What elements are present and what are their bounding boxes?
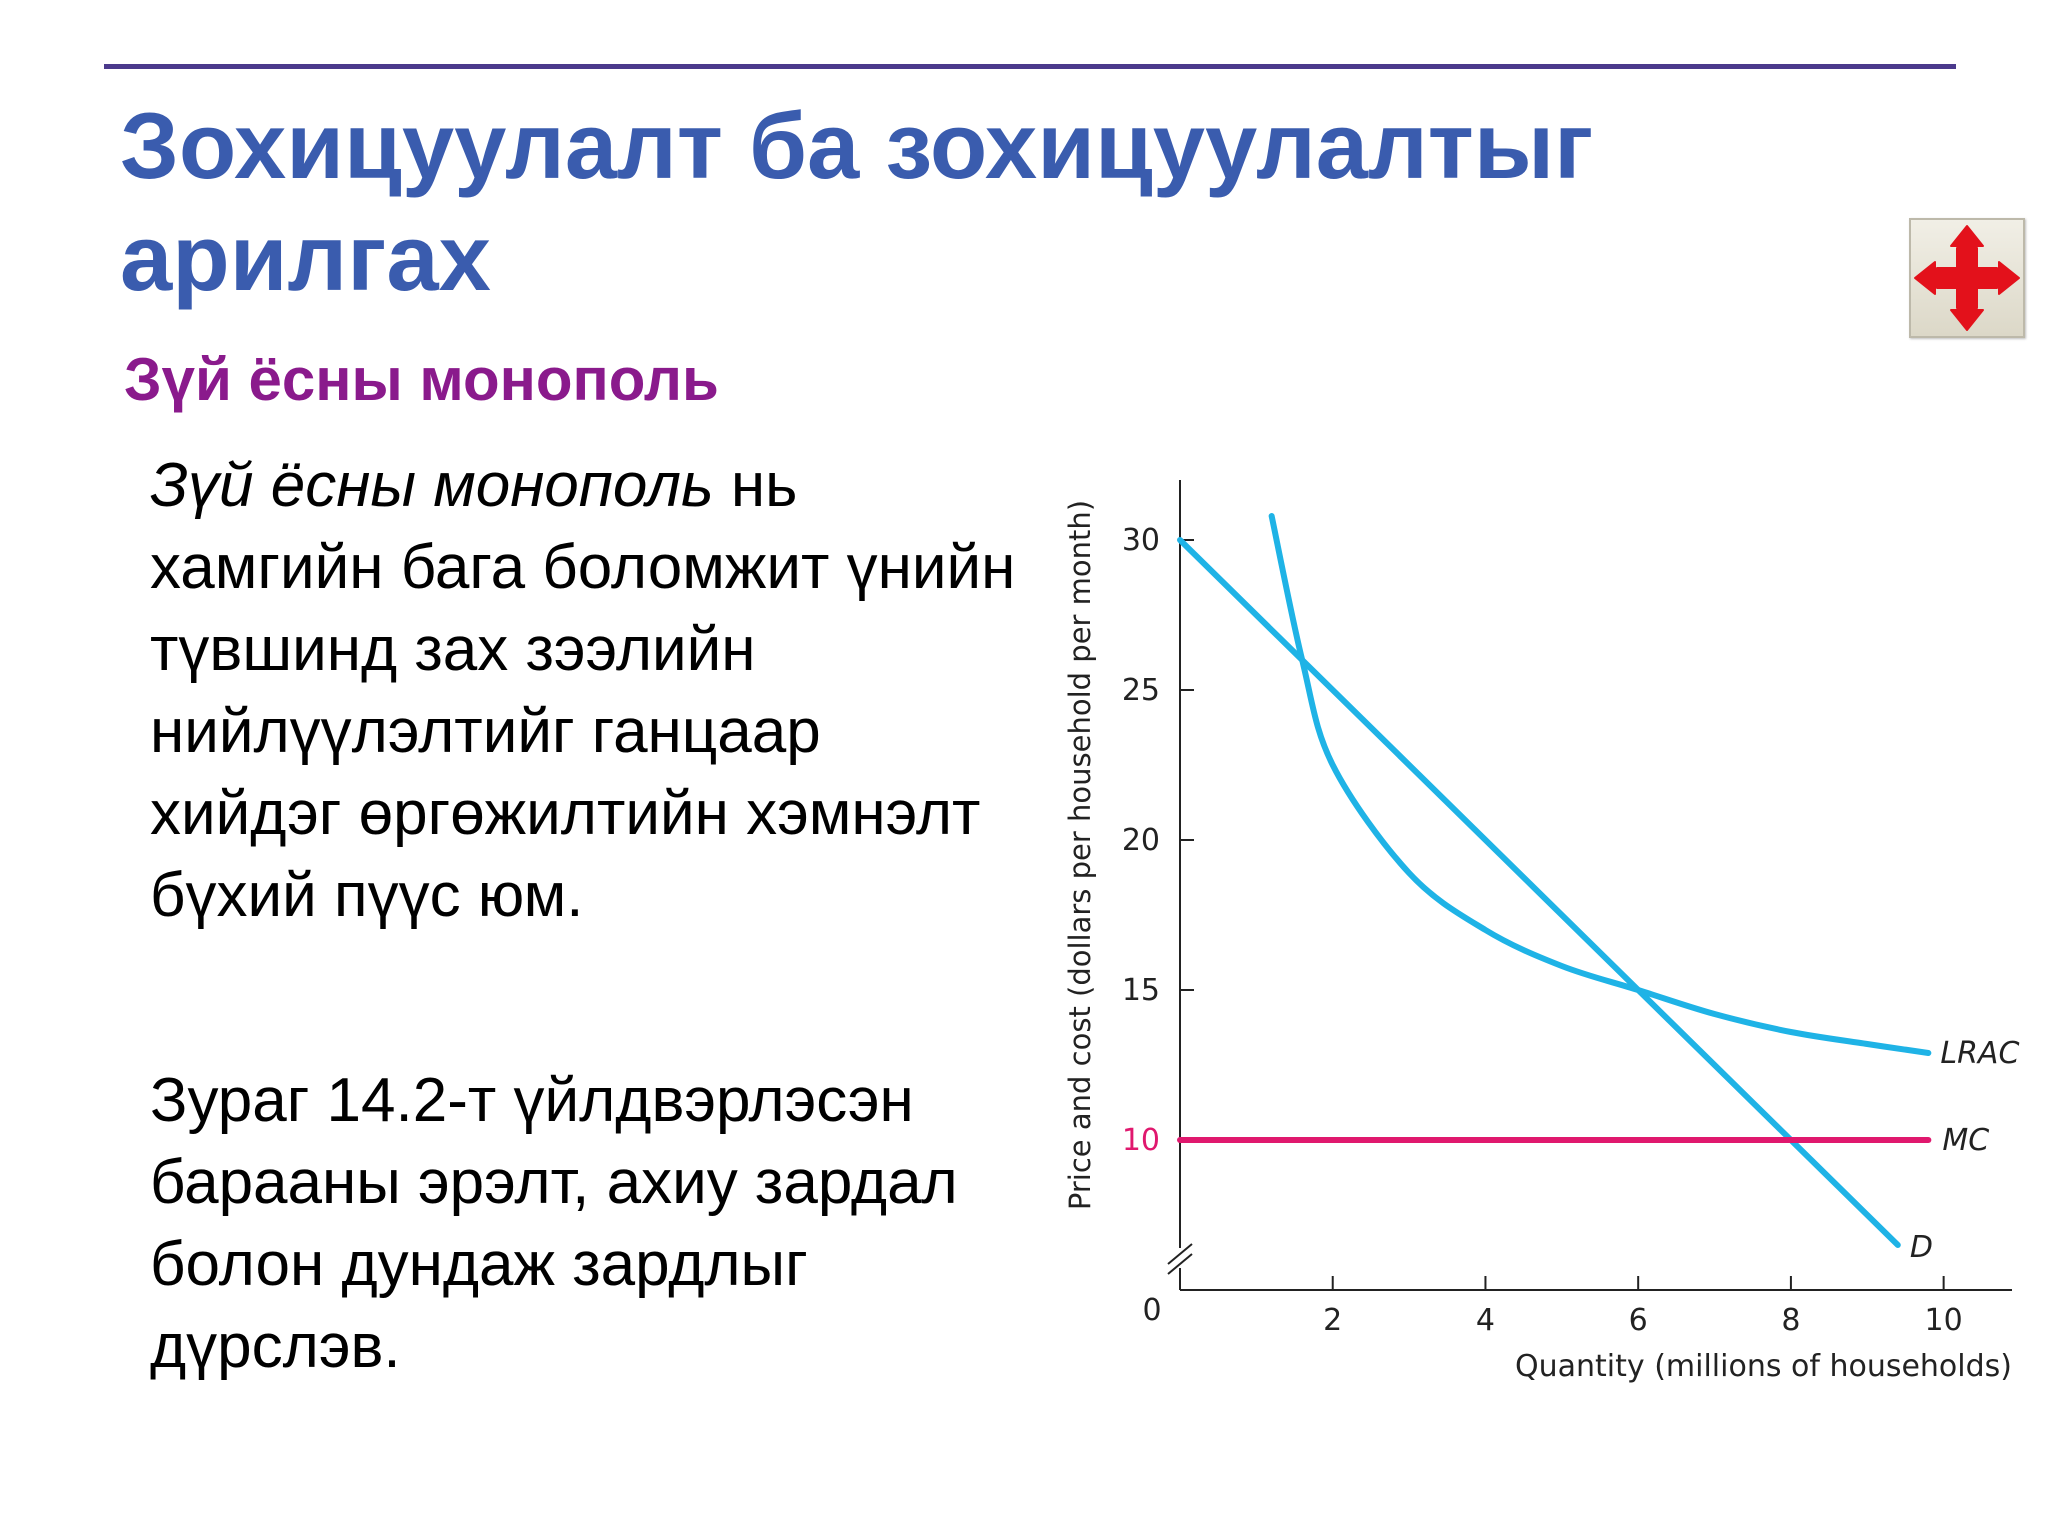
lrac-curve — [1268, 513, 1932, 1056]
top-rule — [104, 64, 1956, 69]
y-tick-label: 25 — [1122, 673, 1160, 708]
axis-break-mark — [1167, 1253, 1193, 1275]
move-arrows-button[interactable] — [1909, 218, 2025, 338]
x-tick-label: 4 — [1476, 1303, 1495, 1338]
demand-curve-label: D — [1910, 1230, 1933, 1265]
y-tick-label: 20 — [1122, 823, 1160, 858]
x-tick-label: 10 — [1925, 1303, 1963, 1338]
x-axis-title: Quantity (millions of households) — [1515, 1349, 2012, 1384]
definition-paragraph: Зүй ёсны монополь нь хамгийн бага боломж… — [150, 445, 1020, 937]
x-tick-label: 2 — [1323, 1303, 1342, 1338]
y-axis-title: Price and cost (dollars per household pe… — [1063, 500, 1097, 1210]
x-tick-label: 6 — [1629, 1303, 1648, 1338]
y-tick-label: 30 — [1122, 523, 1160, 558]
axis-break-mark — [1167, 1243, 1193, 1265]
subtitle: Зүй ёсны монополь — [124, 346, 719, 413]
move-arrows-icon — [1914, 225, 2020, 331]
definition-term: Зүй ёсны монополь — [150, 451, 714, 520]
x-tick-label: 8 — [1781, 1303, 1800, 1338]
slide-title: Зохицуулалт ба зохицуулалтыг арилгах — [120, 93, 1594, 310]
mc-line-label: MC — [1942, 1123, 1989, 1158]
lrac-curve-label: LRAC — [1940, 1036, 2019, 1071]
y-tick-label: 15 — [1122, 973, 1160, 1008]
definition-text: нь хамгийн бага боломжит үнийн түвшинд з… — [150, 451, 1016, 930]
y-tick-label-mc: 10 — [1122, 1123, 1160, 1158]
figure-caption-paragraph: Зураг 14.2-т үйлдвэрлэсэн барааны эрэлт,… — [150, 1066, 958, 1381]
natural-monopoly-chart: 0 2 4 6 8 10 10 15 20 25 30 Quantity (millions of h… — [1063, 480, 2019, 1384]
origin-label: 0 — [1142, 1293, 1161, 1328]
